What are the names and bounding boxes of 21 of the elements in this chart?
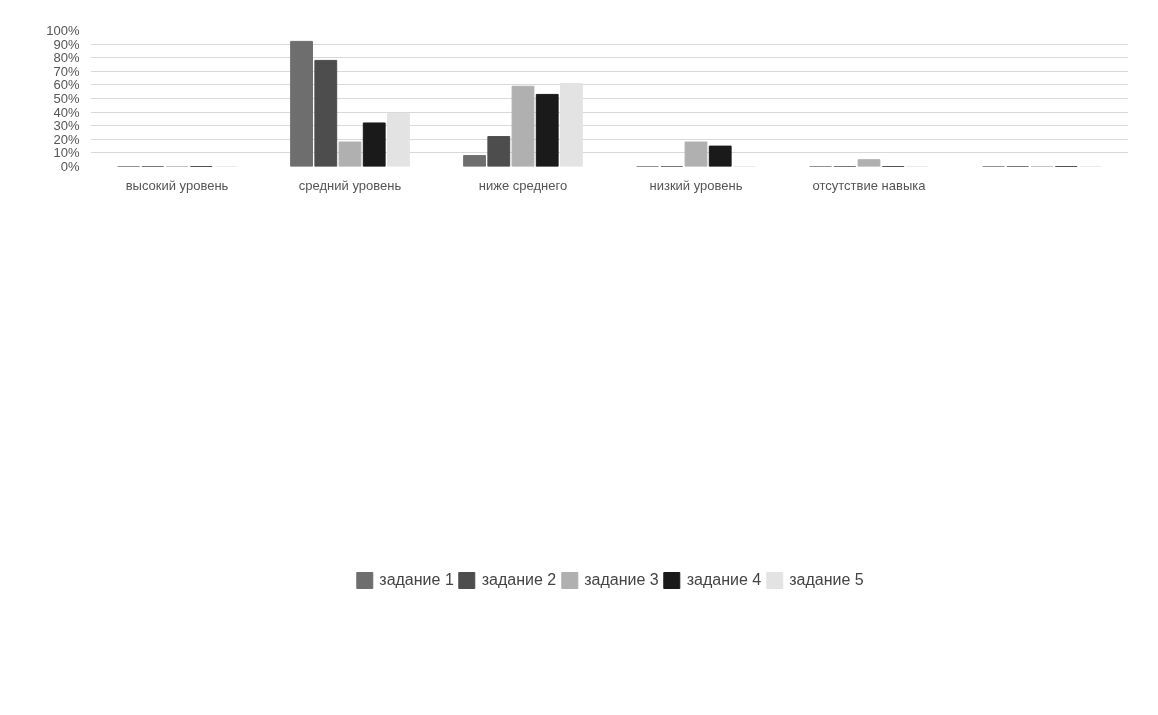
y-tick-label: 50% — [53, 91, 80, 106]
y-tick-label: 70% — [53, 63, 80, 79]
y-tick-label: 90% — [53, 36, 80, 52]
x-tick-label: отсутствие навыка — [812, 177, 927, 193]
y-tick-label: 0% — [60, 159, 80, 174]
x-tick-label: ниже среднего — [478, 177, 568, 193]
x-tick-label: низкий уровень — [649, 177, 743, 193]
y-tick-label: 80% — [53, 50, 80, 66]
y-tick-label: 30% — [53, 118, 80, 134]
legend-label: задание 1 — [379, 571, 454, 589]
y-tick-label: 60% — [53, 77, 80, 93]
legend-label: задание 5 — [789, 571, 864, 589]
y-tick-label: 40% — [53, 104, 80, 120]
y-tick-label: 20% — [53, 131, 80, 147]
legend-label: задание 4 — [686, 571, 762, 589]
y-tick-label: 100% — [46, 23, 80, 38]
x-tick-label: средний уровень — [298, 177, 402, 193]
legend-label: задание 3 — [584, 571, 659, 589]
x-tick-label: высокий уровень — [125, 177, 229, 193]
legend-label: задание 2 — [481, 571, 557, 589]
y-tick-label: 10% — [53, 145, 80, 161]
